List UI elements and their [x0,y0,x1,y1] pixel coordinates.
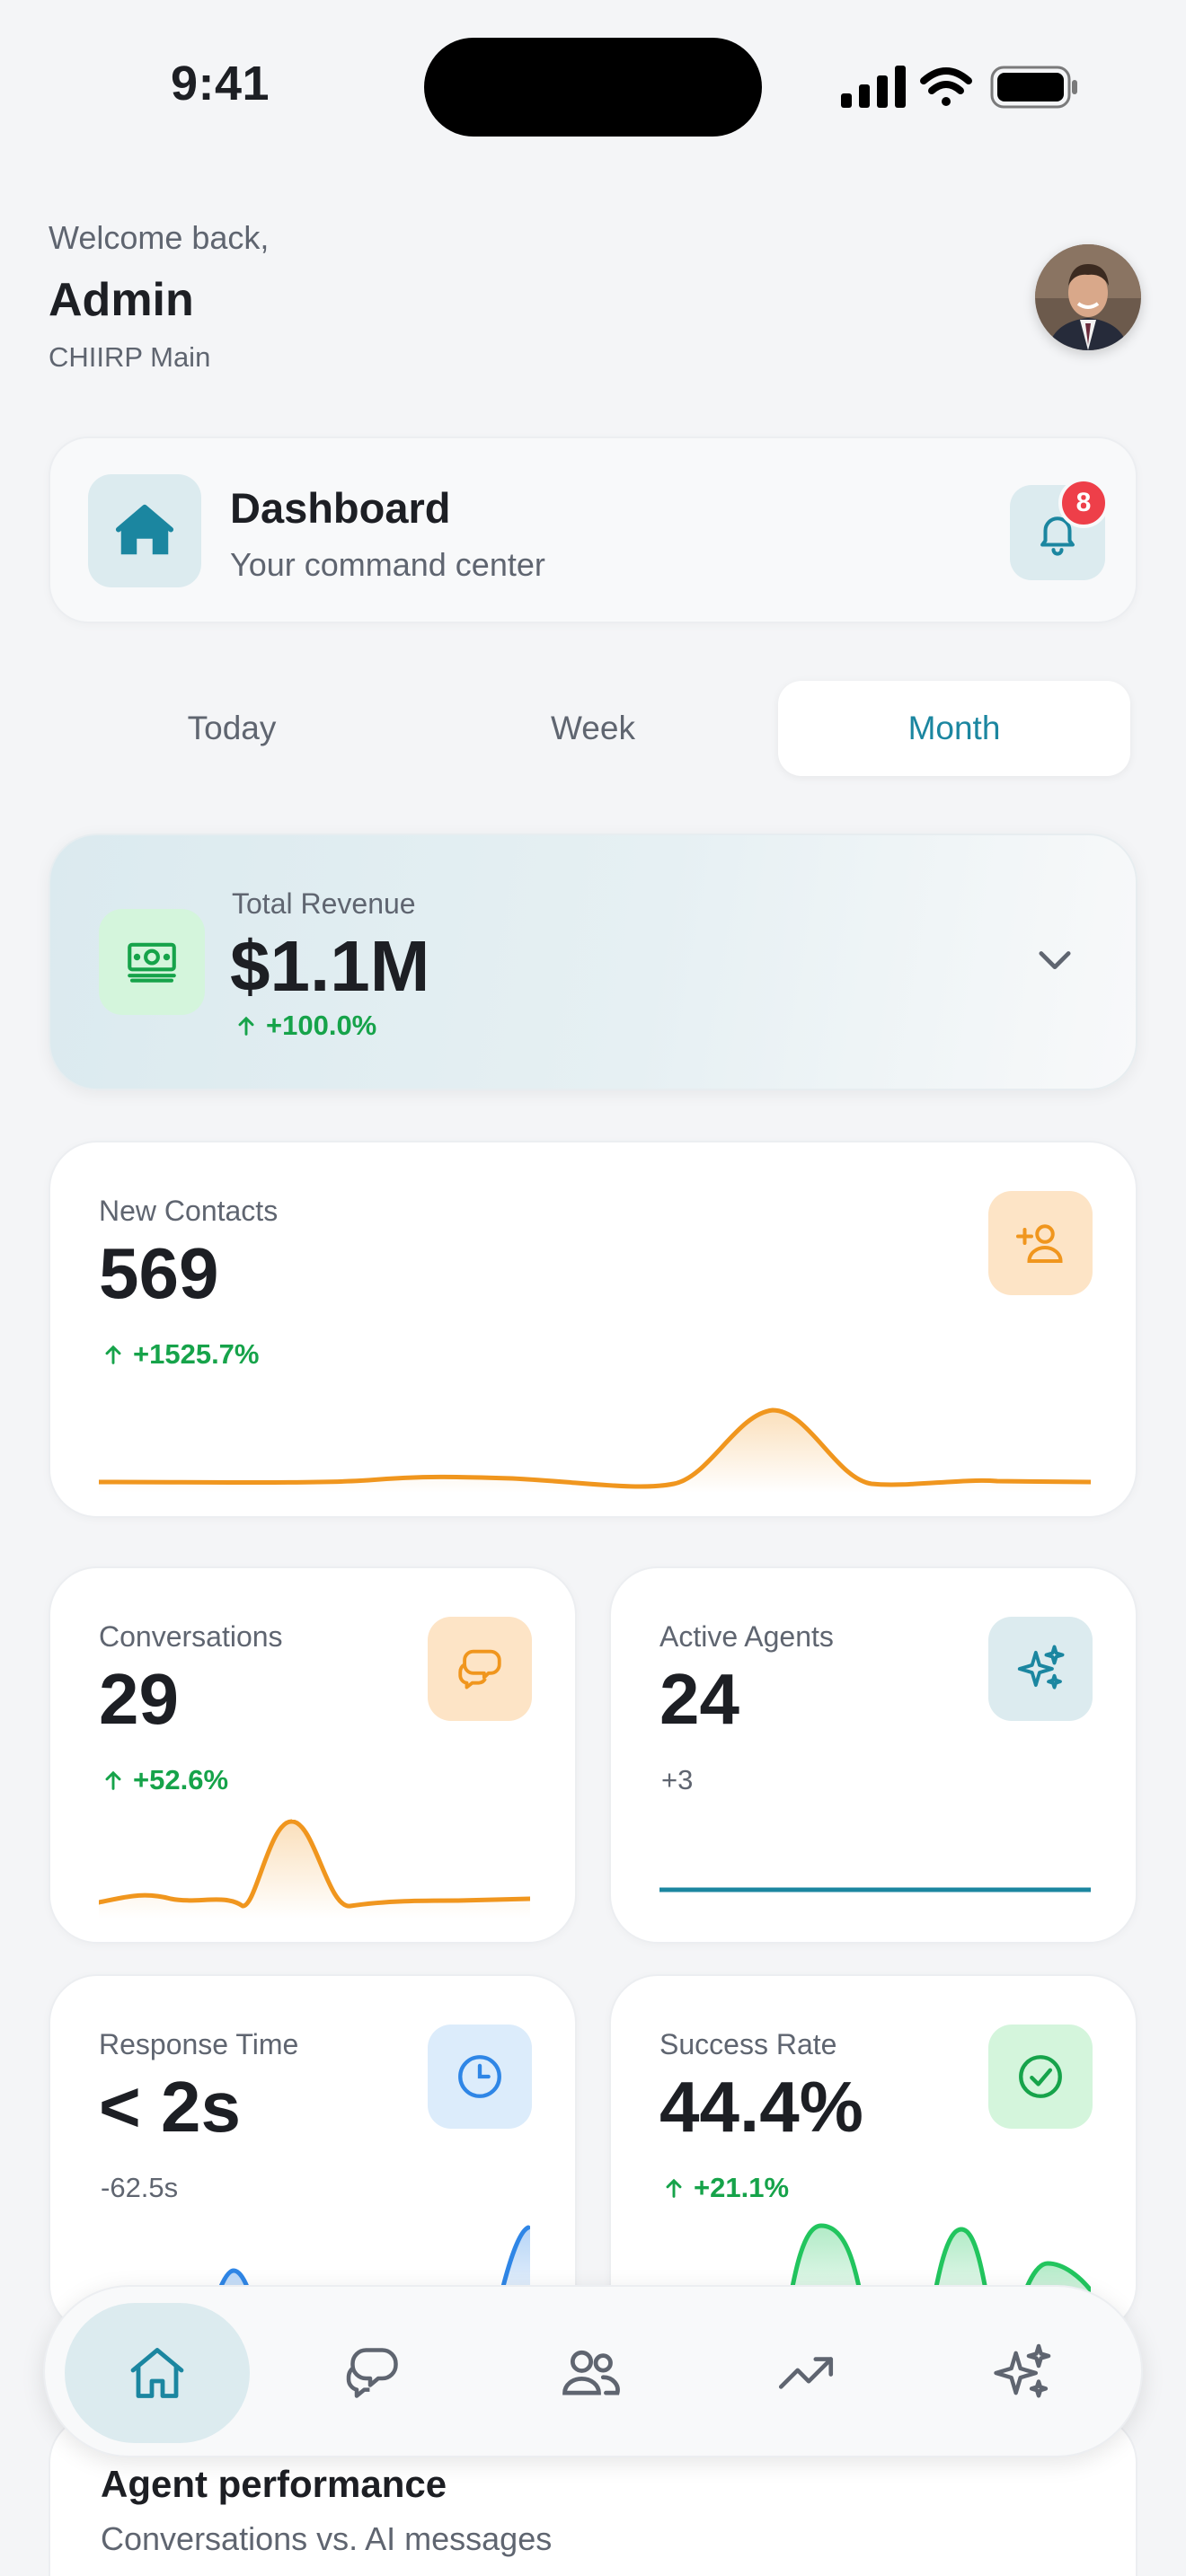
dynamic-island [424,38,762,137]
response-time-value: < 2s [99,2067,241,2147]
conversations-card[interactable]: Conversations 29 +52.6% [49,1566,577,1944]
conversations-label: Conversations [99,1620,283,1653]
tab-today[interactable]: Today [187,710,277,746]
active-agents-change: +3 [661,1764,694,1795]
response-time-change: -62.5s [101,2172,179,2203]
page-title: Dashboard [230,484,451,532]
new-contacts-icon-box [988,1191,1093,1295]
bottom-nav [43,2285,1143,2457]
chevron-down-icon[interactable] [1031,936,1078,983]
page-subtitle: Your command center [230,546,545,583]
user-name: Admin [49,274,194,326]
wifi-icon [920,67,972,106]
users-icon [562,2350,620,2395]
active-agents-icon-box [988,1617,1093,1721]
success-rate-label: Success Rate [659,2028,837,2060]
agent-performance-title: Agent performance [101,2463,447,2505]
agent-performance-subtitle: Conversations vs. AI messages [101,2520,553,2557]
sparkles-icon [1017,1645,1065,1689]
active-agents-value: 24 [659,1659,739,1739]
signal-icon [841,66,906,108]
nav-home[interactable] [65,2303,250,2443]
nav-analytics[interactable] [713,2303,898,2443]
active-agents-label: Active Agents [659,1620,834,1653]
arrow-up-icon [105,1345,121,1364]
arrow-up-icon [105,1770,121,1790]
success-rate-change: +21.1% [661,2172,789,2204]
status-time: 9:41 [171,57,270,110]
dashboard-home-icon-box [88,474,201,587]
notification-badge: 8 [1058,478,1109,528]
arrow-up-icon [238,1016,254,1036]
conversations-change: +52.6% [101,1764,228,1796]
response-time-card[interactable]: Response Time < 2s -62.5s [49,1974,577,2333]
cash-icon [128,942,176,983]
revenue-icon-box [99,909,205,1015]
new-contacts-card[interactable]: New Contacts 569 +1525.7% [49,1141,1137,1518]
add-user-icon [1016,1224,1063,1263]
home-icon [130,2348,184,2398]
chat-icon [458,1649,501,1689]
check-circle-icon [1019,2055,1062,2098]
branch-name: CHIIRP Main [49,341,211,373]
sparkles-icon [994,2343,1051,2398]
new-contacts-value: 569 [99,1233,219,1313]
revenue-value: $1.1M [230,926,430,1006]
active-agents-card[interactable]: Active Agents 24 +3 [609,1566,1137,1944]
tab-month[interactable]: Month [778,681,1130,776]
new-contacts-label: New Contacts [99,1195,279,1227]
trending-icon [778,2357,834,2389]
clock-icon [458,2055,501,2098]
active-agents-sparkline [659,1887,1091,1892]
new-contacts-sparkline [99,1407,1091,1493]
response-time-icon-box [428,2025,532,2129]
revenue-card[interactable]: Total Revenue $1.1M +100.0% [49,834,1137,1090]
nav-conversations[interactable] [280,2303,465,2443]
success-rate-card[interactable]: Success Rate 44.4% +21.1% [609,1974,1137,2333]
nav-contacts[interactable] [498,2303,683,2443]
avatar[interactable] [1035,244,1141,350]
revenue-change: +100.0% [234,1010,376,1042]
tab-week[interactable]: Week [551,710,635,746]
arrow-up-icon [666,2178,682,2198]
battery-icon [990,66,1077,109]
conversations-icon-box [428,1617,532,1721]
status-icons [841,66,1077,109]
nav-ai[interactable] [929,2303,1114,2443]
revenue-label: Total Revenue [232,887,416,920]
home-icon [115,504,174,555]
success-rate-icon-box [988,2025,1093,2129]
response-time-label: Response Time [99,2028,299,2060]
conversations-sparkline [99,1819,530,1919]
bell-icon [1040,516,1075,556]
chat-icon [346,2348,398,2398]
welcome-text: Welcome back, [49,219,270,256]
dashboard-header-card: Dashboard Your command center 8 [49,437,1137,623]
conversations-value: 29 [99,1659,179,1739]
new-contacts-change: +1525.7% [101,1338,259,1371]
success-rate-value: 44.4% [659,2067,863,2147]
